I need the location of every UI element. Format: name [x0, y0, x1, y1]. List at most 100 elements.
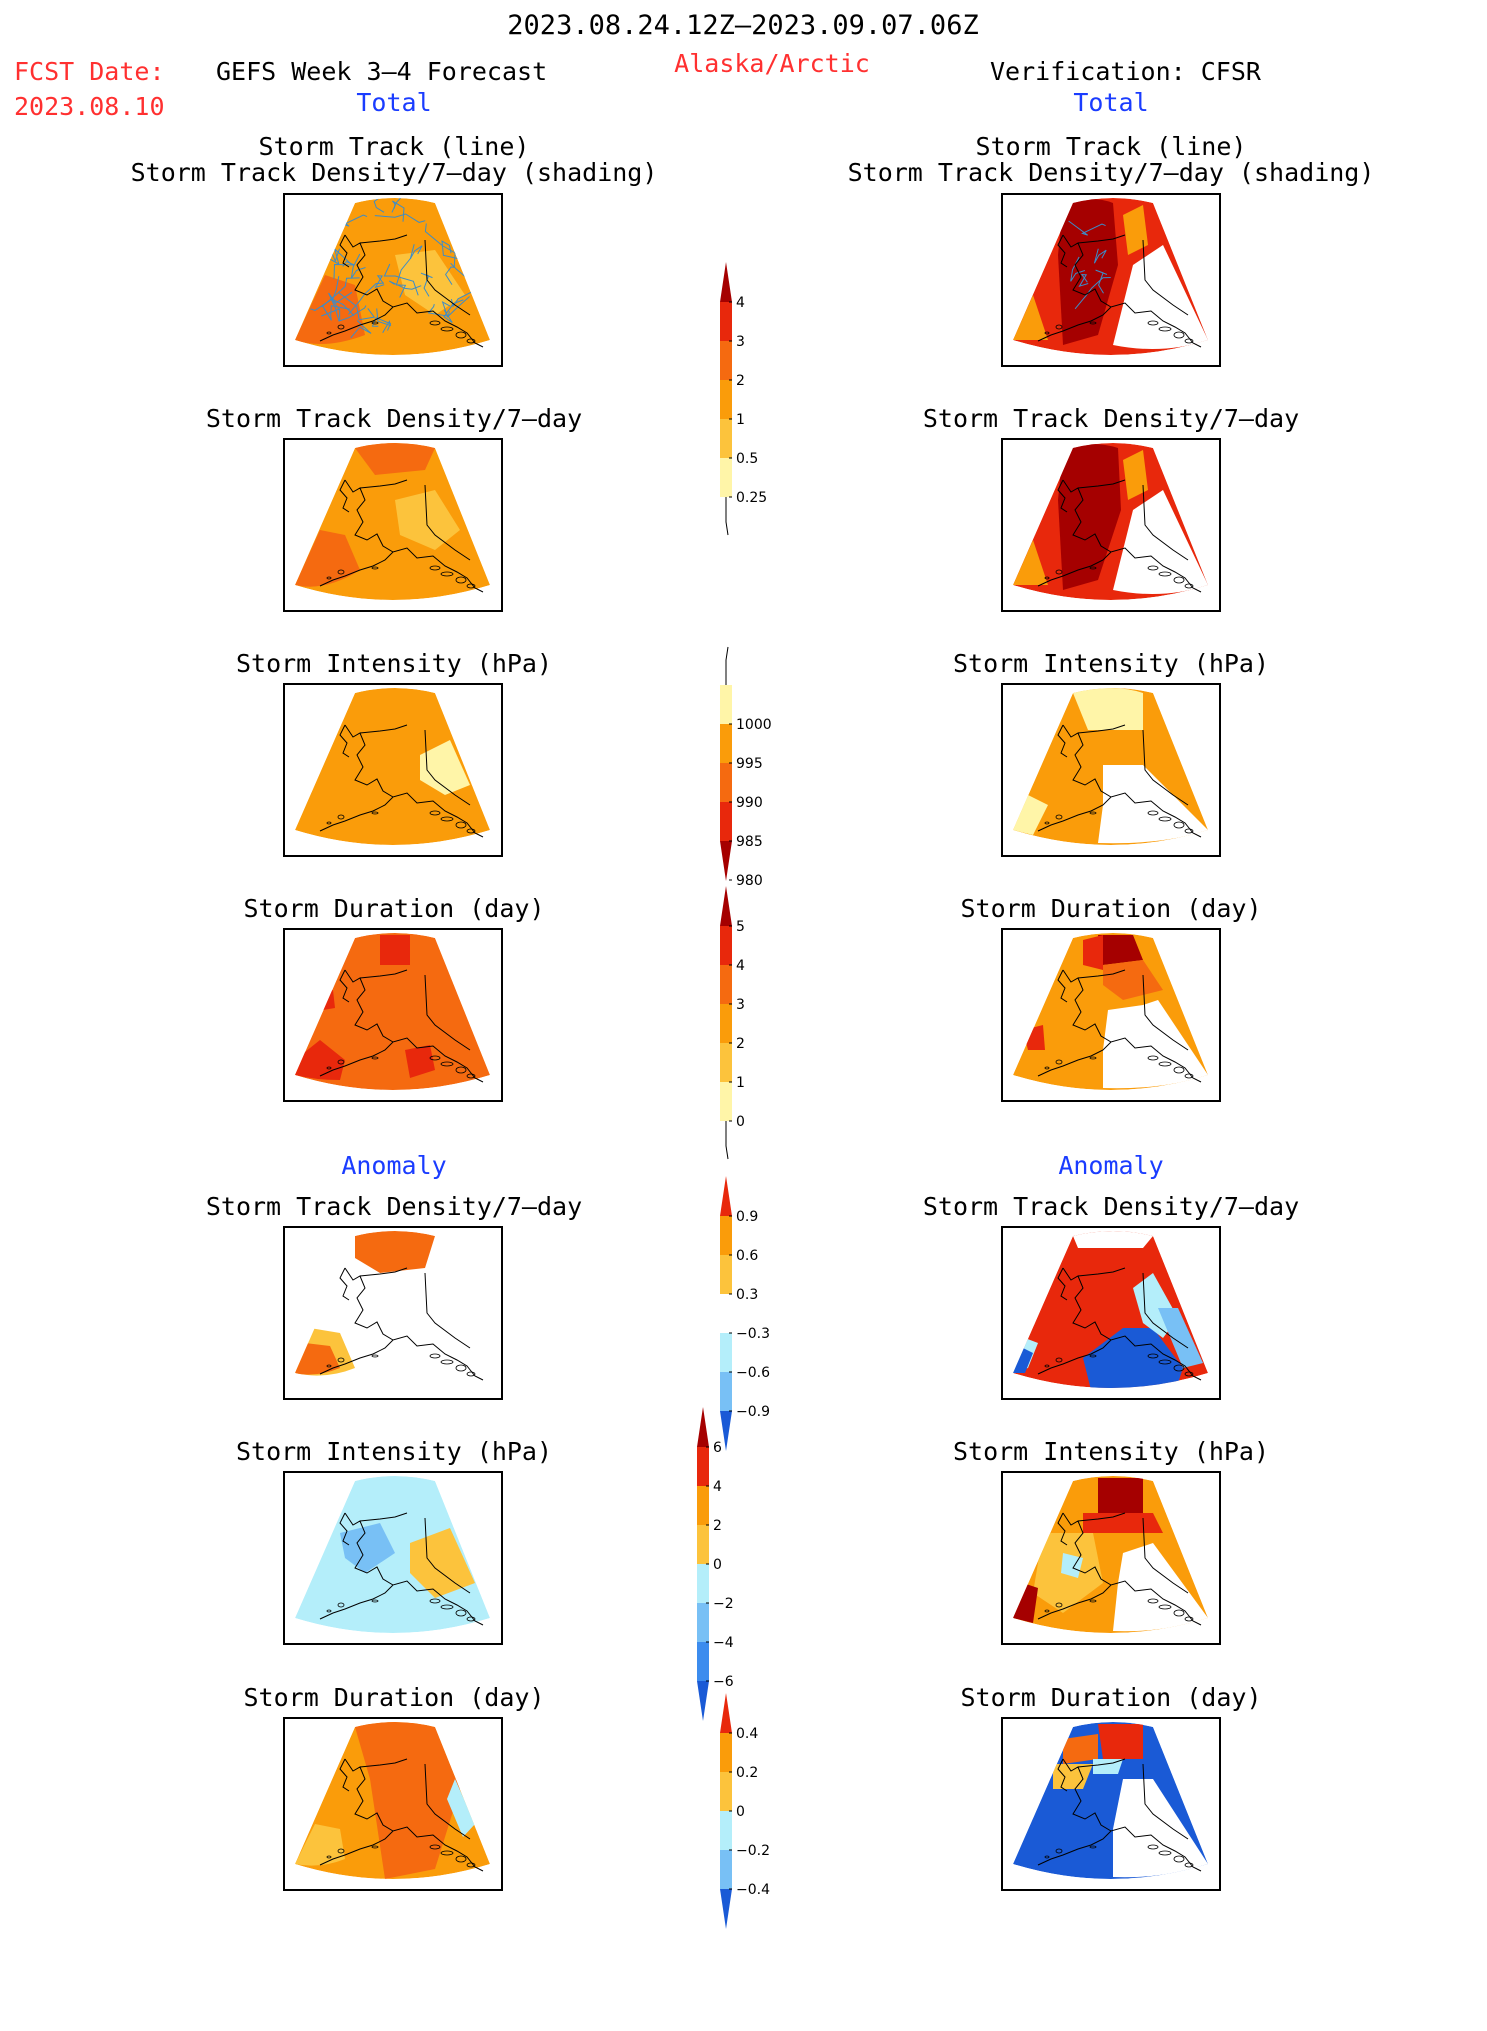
colorbar-segment — [697, 1486, 709, 1525]
coastline — [1037, 724, 1202, 838]
colorbar-segment — [720, 1850, 732, 1889]
map-verif-anom-intensity — [1001, 1471, 1221, 1645]
map-shading-region — [1013, 540, 1048, 585]
colorbar-tick-label: 995 — [736, 756, 763, 772]
colorbar-tick-label: −2 — [713, 1596, 734, 1612]
island — [455, 821, 467, 829]
island — [1055, 814, 1063, 820]
map-shading-region — [1058, 199, 1118, 345]
colorbar-segment — [720, 380, 732, 419]
storm-track-line — [409, 244, 423, 260]
island — [1147, 1598, 1159, 1604]
map-shading-region — [405, 1045, 435, 1078]
storm-track-line — [310, 276, 340, 311]
island — [1184, 828, 1194, 834]
island — [371, 566, 379, 570]
island — [1055, 1059, 1063, 1065]
colorbar-tick-label: −0.6 — [736, 1365, 770, 1381]
left-track-line-title: Storm Track (line) — [258, 132, 530, 161]
map-shading-region — [1083, 1328, 1183, 1388]
coastline — [319, 969, 484, 1083]
storm-track-line — [441, 296, 470, 318]
island — [1147, 565, 1159, 571]
colorbar-duration-anom: 0.4 0.2 0 −0.2 −0.4 — [720, 1693, 810, 2031]
colorbar-tick-label: 985 — [736, 834, 763, 850]
island — [429, 810, 441, 816]
island — [1089, 321, 1097, 325]
island — [1055, 1602, 1063, 1608]
colorbar-segment — [720, 802, 732, 841]
right-anom-duration-title: Storm Duration (day) — [960, 1683, 1262, 1712]
left-anom-density-title: Storm Track Density/7–day — [205, 1192, 583, 1221]
total-left-label: Total — [356, 88, 432, 117]
colorbar-tick-label: 0.2 — [736, 1765, 758, 1781]
colorbar-top-arrow — [720, 1693, 732, 1733]
storm-track-line — [373, 198, 390, 213]
storm-track-line — [1068, 220, 1106, 236]
coastline — [319, 724, 484, 838]
colorbar-segment — [720, 1333, 732, 1372]
storm-track-line — [376, 308, 392, 333]
island — [429, 320, 441, 326]
colorbar-segment — [720, 1082, 732, 1121]
island — [429, 1844, 441, 1850]
map-verif-duration — [1001, 928, 1221, 1102]
coastline — [1037, 1758, 1202, 1872]
colorbar-segment — [720, 419, 732, 458]
island — [1055, 569, 1063, 575]
map-fcst-anom-intensity — [283, 1471, 503, 1645]
island — [1089, 1354, 1097, 1358]
colorbar-tick-label: 0 — [736, 1114, 745, 1130]
coastline — [319, 1512, 484, 1626]
island — [466, 1371, 476, 1377]
map-shading-region — [1098, 765, 1208, 844]
colorbar-tick-label: 0.5 — [736, 451, 758, 467]
map-shading-region — [1098, 1478, 1143, 1513]
storm-track-line — [328, 291, 353, 322]
storm-track-line — [1078, 274, 1089, 288]
island — [326, 1364, 332, 1368]
map-shading-region — [1098, 1724, 1143, 1759]
coastline — [1037, 1512, 1202, 1626]
map-shading-region — [355, 443, 435, 475]
island — [1147, 1353, 1159, 1359]
colorbar-top-arrow — [720, 886, 732, 926]
storm-track-line — [371, 317, 392, 331]
storm-track-line — [302, 207, 315, 221]
colorbar-segment — [720, 1255, 732, 1294]
map-shading-region — [1013, 795, 1048, 835]
island — [455, 1364, 467, 1372]
island — [371, 1056, 379, 1060]
island — [455, 331, 467, 339]
colorbar-tick-label: 1 — [736, 412, 745, 428]
colorbar-segment — [720, 965, 732, 1004]
island — [1184, 1371, 1194, 1377]
fcst-date-label: FCST Date: — [14, 57, 165, 86]
colorbar-tick-label: 0.25 — [736, 490, 767, 506]
right-track-line-title: Storm Track (line) — [975, 132, 1247, 161]
storm-track-line — [321, 277, 360, 308]
map-shading-region — [320, 990, 335, 1010]
island — [429, 1598, 441, 1604]
storm-track-line — [1074, 277, 1111, 310]
colorbar-tick-label: 4 — [713, 1479, 722, 1495]
island — [337, 814, 345, 820]
island — [1158, 816, 1172, 822]
island — [326, 821, 332, 825]
island — [440, 1359, 454, 1365]
map-shading-region — [1013, 1583, 1038, 1623]
map-shading-region — [355, 1722, 460, 1879]
island — [1044, 1609, 1050, 1613]
colorbar-bottom-arrow — [697, 1681, 709, 1721]
colorbar-tick-label: 2 — [713, 1518, 722, 1534]
colorbar-tick-label: 3 — [736, 997, 745, 1013]
left-intensity-title: Storm Intensity (hPa) — [235, 649, 553, 678]
storm-track-line — [374, 213, 426, 223]
colorbar-tick-label: −0.4 — [736, 1882, 770, 1898]
island — [337, 1602, 345, 1608]
map-shading-region — [1158, 1308, 1203, 1368]
island — [1147, 320, 1159, 326]
right-intensity-title: Storm Intensity (hPa) — [952, 649, 1270, 678]
colorbar-segment — [720, 1043, 732, 1082]
island — [1173, 1066, 1185, 1074]
